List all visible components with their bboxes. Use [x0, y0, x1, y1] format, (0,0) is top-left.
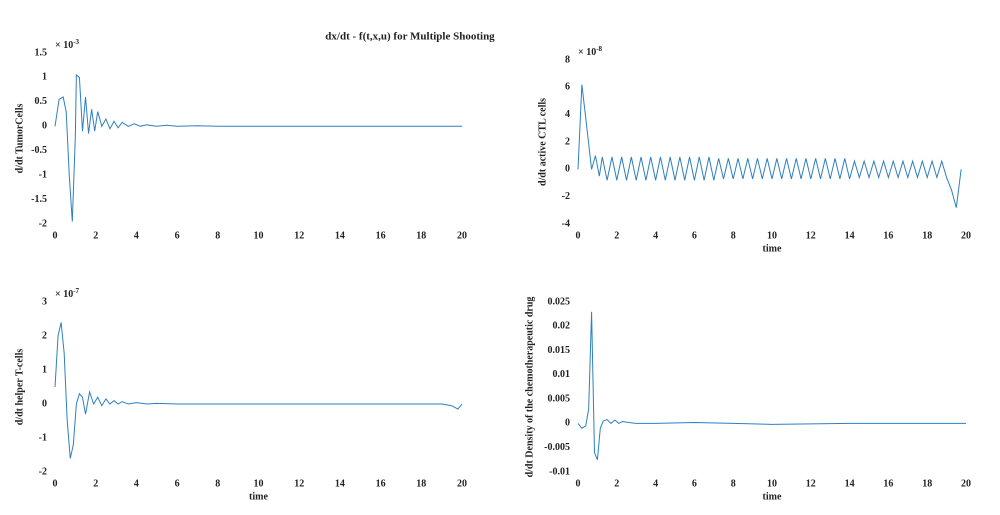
data-line [54, 322, 463, 459]
y-tick-label: 0 [42, 121, 47, 132]
multiplier-power: -8 [596, 45, 602, 53]
x-tick-label: 4 [653, 230, 658, 241]
x-tick-label: 14 [335, 478, 345, 489]
x-tick-label: 10 [254, 478, 264, 489]
y-tick-label: -4 [562, 218, 570, 229]
x-tick-label: 6 [175, 230, 180, 241]
y-tick-label: -1 [39, 432, 47, 443]
y-axis-label: d/dt Density of the chemotherapeutic dru… [524, 297, 535, 478]
x-tick-label: 12 [294, 230, 304, 241]
y-tick-label: 0.01 [553, 369, 571, 380]
x-tick-label: 6 [692, 478, 697, 489]
y-tick-label: 2 [565, 136, 570, 147]
x-tick-label: 12 [806, 230, 816, 241]
y-tick-label: 0.025 [548, 296, 571, 307]
multiplier-base: × 10 [578, 47, 596, 58]
data-line [577, 84, 962, 208]
y-tick-label: 1.5 [35, 47, 48, 58]
multiplier-power: -7 [73, 287, 79, 295]
x-tick-label: 20 [961, 230, 971, 241]
x-tick-label: 0 [576, 230, 581, 241]
x-tick-label: 14 [845, 230, 855, 241]
x-tick-label: 20 [457, 230, 467, 241]
x-tick-label: 8 [215, 478, 220, 489]
y-tick-label: 2 [42, 330, 47, 341]
x-tick-label: 8 [215, 230, 220, 241]
y-axis-label: d/dt active CTL cells [537, 98, 548, 186]
y-axis-label: d/dt helper T-cells [14, 349, 25, 426]
x-tick-label: 18 [416, 478, 426, 489]
y-tick-label: -2 [562, 191, 570, 202]
x-tick-label: 20 [457, 478, 467, 489]
x-tick-label: 18 [922, 230, 932, 241]
y-tick-label: 0.015 [548, 345, 571, 356]
y-tick-label: 8 [565, 54, 570, 65]
x-tick-label: 2 [614, 230, 619, 241]
x-tick-label: 12 [806, 478, 816, 489]
figure-title: dx/dt - f(t,x,u) for Multiple Shooting [325, 31, 495, 43]
y-multiplier: × 10-7 [55, 287, 80, 301]
y-tick-label: -1.5 [31, 194, 47, 205]
y-tick-label: 0.005 [548, 393, 571, 404]
x-tick-label: 16 [883, 478, 893, 489]
x-tick-label: 18 [416, 230, 426, 241]
x-tick-label: 4 [653, 478, 658, 489]
multiplier-power: -3 [73, 38, 79, 46]
y-tick-label: 0 [42, 398, 47, 409]
y-tick-label: 0.02 [553, 321, 571, 332]
x-tick-label: 8 [731, 478, 736, 489]
x-tick-label: 14 [335, 230, 345, 241]
x-tick-label: 20 [961, 478, 971, 489]
multiplier-base: × 10 [55, 40, 73, 51]
x-tick-label: 18 [922, 478, 932, 489]
y-tick-label: 0 [565, 164, 570, 175]
data-line [54, 73, 462, 222]
x-tick-label: 2 [614, 478, 619, 489]
x-tick-label: 6 [175, 478, 180, 489]
x-axis-label: time [763, 243, 782, 254]
multiplier-base: × 10 [55, 289, 73, 300]
x-tick-label: 10 [767, 478, 777, 489]
y-multiplier: × 10-8 [578, 45, 603, 59]
y-tick-label: -2 [39, 218, 47, 229]
x-axis-label: time [763, 491, 782, 502]
x-tick-label: 14 [845, 478, 855, 489]
y-tick-label: -0.5 [31, 145, 47, 156]
x-axis-label: time [249, 491, 268, 502]
y-tick-label: -0.005 [544, 442, 570, 453]
y-tick-label: 6 [565, 82, 570, 93]
y-tick-label: 0.5 [35, 96, 48, 107]
y-tick-label: 0 [565, 418, 570, 429]
y-tick-label: 3 [42, 296, 47, 307]
y-tick-label: 4 [565, 109, 570, 120]
y-tick-label: 1 [42, 72, 47, 83]
x-tick-label: 6 [692, 230, 697, 241]
x-tick-label: 10 [254, 230, 264, 241]
x-tick-label: 16 [883, 230, 893, 241]
y-multiplier: × 10-3 [55, 38, 80, 52]
x-tick-label: 0 [576, 478, 581, 489]
x-tick-label: 10 [767, 230, 777, 241]
y-axis-label: d/dt TumorCells [14, 104, 25, 174]
y-tick-label: -0.01 [549, 466, 570, 477]
data-line [577, 311, 966, 461]
x-tick-label: 0 [53, 478, 58, 489]
x-tick-label: 4 [134, 478, 139, 489]
y-tick-label: -1 [39, 169, 47, 180]
x-tick-label: 2 [93, 478, 98, 489]
x-tick-label: 8 [731, 230, 736, 241]
y-tick-label: -2 [39, 466, 47, 477]
x-tick-label: 0 [53, 230, 58, 241]
x-tick-label: 2 [93, 230, 98, 241]
y-tick-label: 1 [42, 364, 47, 375]
x-tick-label: 12 [294, 478, 304, 489]
x-tick-label: 16 [376, 478, 386, 489]
x-tick-label: 16 [376, 230, 386, 241]
x-tick-label: 4 [134, 230, 139, 241]
